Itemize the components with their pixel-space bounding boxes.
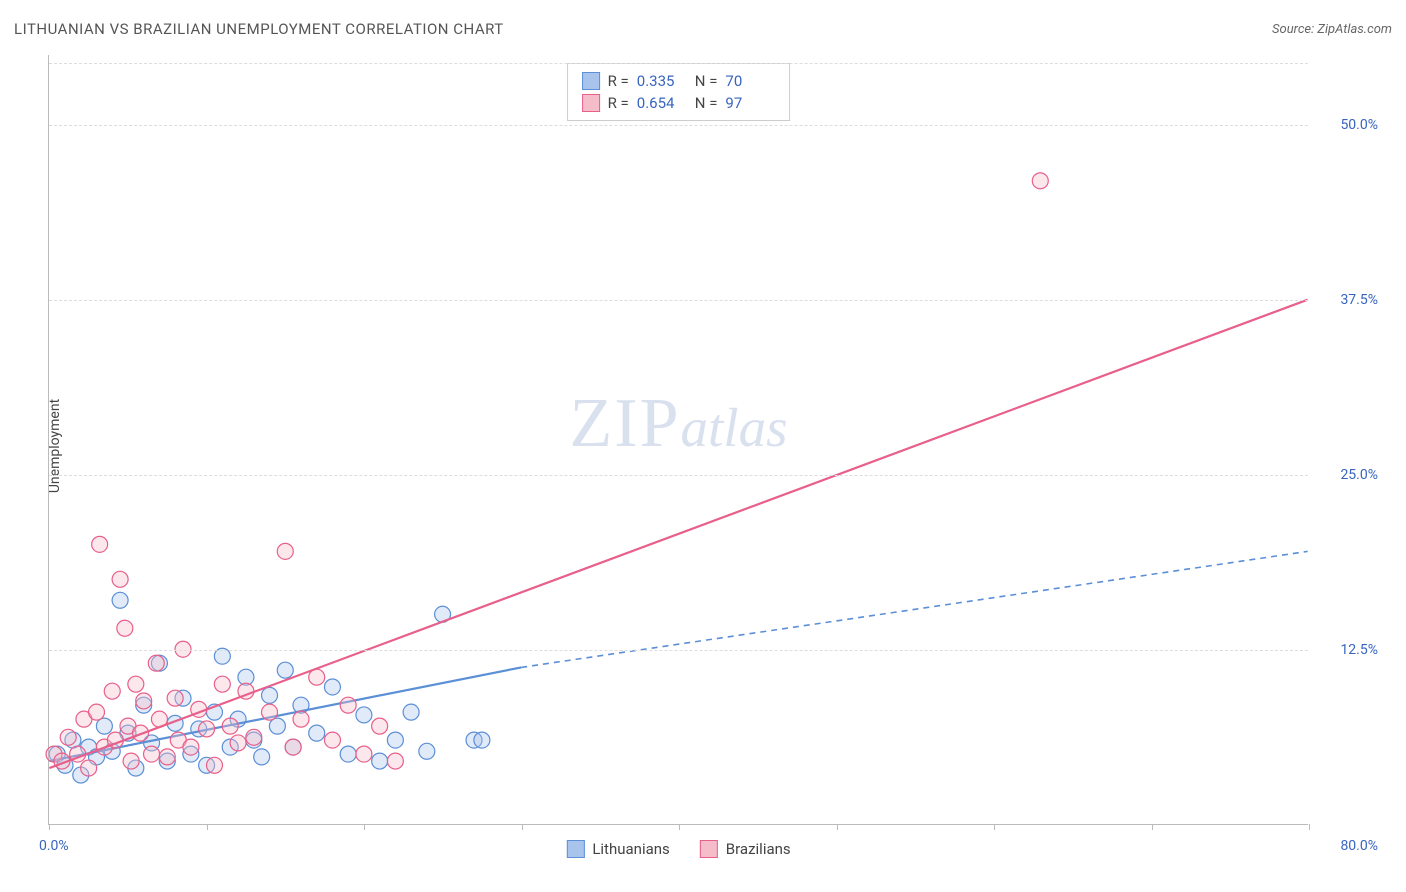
x-tick	[1309, 824, 1310, 830]
gridline	[49, 125, 1308, 126]
legend-swatch	[582, 94, 600, 112]
x-tick	[1152, 824, 1153, 830]
x-tick-label-min: 0.0%	[39, 838, 69, 854]
x-tick	[837, 824, 838, 830]
bottom-legend: Lithuanians Brazilians	[566, 840, 790, 858]
n-value: 70	[725, 72, 775, 90]
data-point	[60, 729, 76, 745]
data-point	[419, 743, 435, 759]
y-tick-label: 25.0%	[1340, 467, 1378, 483]
regression-line	[49, 300, 1307, 768]
data-point	[387, 732, 403, 748]
data-point	[340, 746, 356, 762]
n-label: N =	[695, 72, 718, 90]
r-value: 0.335	[637, 72, 687, 90]
r-value: 0.654	[637, 94, 687, 112]
chart-svg	[49, 55, 1308, 824]
data-point	[324, 732, 340, 748]
y-tick-label: 50.0%	[1340, 117, 1378, 133]
legend-item: Brazilians	[700, 840, 791, 858]
y-tick-label: 12.5%	[1340, 642, 1378, 658]
data-point	[246, 729, 262, 745]
data-point	[148, 655, 164, 671]
data-point	[262, 687, 278, 703]
data-point	[206, 757, 222, 773]
data-point	[324, 679, 340, 695]
legend-swatch	[700, 840, 718, 858]
chart-title: LITHUANIAN VS BRAZILIAN UNEMPLOYMENT COR…	[14, 20, 504, 38]
data-point	[372, 718, 388, 734]
n-label: N =	[695, 94, 718, 112]
x-tick	[207, 824, 208, 830]
data-point	[81, 760, 97, 776]
data-point	[269, 718, 285, 734]
y-tick-label: 37.5%	[1340, 292, 1378, 308]
stats-legend-box: R = 0.335 N = 70 R = 0.654 N = 97	[567, 63, 791, 121]
data-point	[117, 620, 133, 636]
data-point	[167, 690, 183, 706]
x-tick	[364, 824, 365, 830]
gridline	[49, 300, 1308, 301]
data-point	[1032, 173, 1048, 189]
data-point	[293, 711, 309, 727]
data-point	[403, 704, 419, 720]
legend-item: Lithuanians	[566, 840, 669, 858]
data-point	[123, 753, 139, 769]
gridline	[49, 63, 1308, 64]
data-point	[285, 739, 301, 755]
data-point	[372, 753, 388, 769]
data-point	[254, 749, 270, 765]
gridline	[49, 475, 1308, 476]
data-point	[183, 739, 199, 755]
data-point	[356, 746, 372, 762]
legend-label: Brazilians	[726, 840, 791, 858]
r-label: R =	[608, 94, 629, 112]
data-point	[112, 592, 128, 608]
legend-swatch	[566, 840, 584, 858]
x-tick	[522, 824, 523, 830]
n-value: 97	[725, 94, 775, 112]
data-point	[222, 718, 238, 734]
data-point	[277, 543, 293, 559]
data-point	[309, 725, 325, 741]
stats-row: R = 0.335 N = 70	[582, 70, 776, 92]
data-point	[214, 676, 230, 692]
data-point	[128, 676, 144, 692]
x-tick	[679, 824, 680, 830]
stats-row: R = 0.654 N = 97	[582, 92, 776, 114]
data-point	[104, 683, 120, 699]
data-point	[199, 721, 215, 737]
data-point	[92, 536, 108, 552]
source-label: Source: ZipAtlas.com	[1272, 22, 1392, 37]
data-point	[262, 704, 278, 720]
legend-swatch	[582, 72, 600, 90]
x-tick	[49, 824, 50, 830]
data-point	[112, 571, 128, 587]
data-point	[136, 693, 152, 709]
plot-area: ZIPatlas R =0.335N =70R =0.654N =97 Lith…	[48, 55, 1308, 825]
data-point	[159, 749, 175, 765]
x-tick	[994, 824, 995, 830]
data-point	[96, 718, 112, 734]
data-point	[387, 753, 403, 769]
data-point	[277, 662, 293, 678]
data-point	[230, 735, 246, 751]
data-point	[474, 732, 490, 748]
r-label: R =	[608, 72, 629, 90]
data-point	[89, 704, 105, 720]
legend-label: Lithuanians	[592, 840, 669, 858]
gridline	[49, 650, 1308, 651]
data-point	[144, 746, 160, 762]
data-point	[340, 697, 356, 713]
x-tick-label-max: 80.0%	[1340, 838, 1378, 854]
data-point	[356, 707, 372, 723]
